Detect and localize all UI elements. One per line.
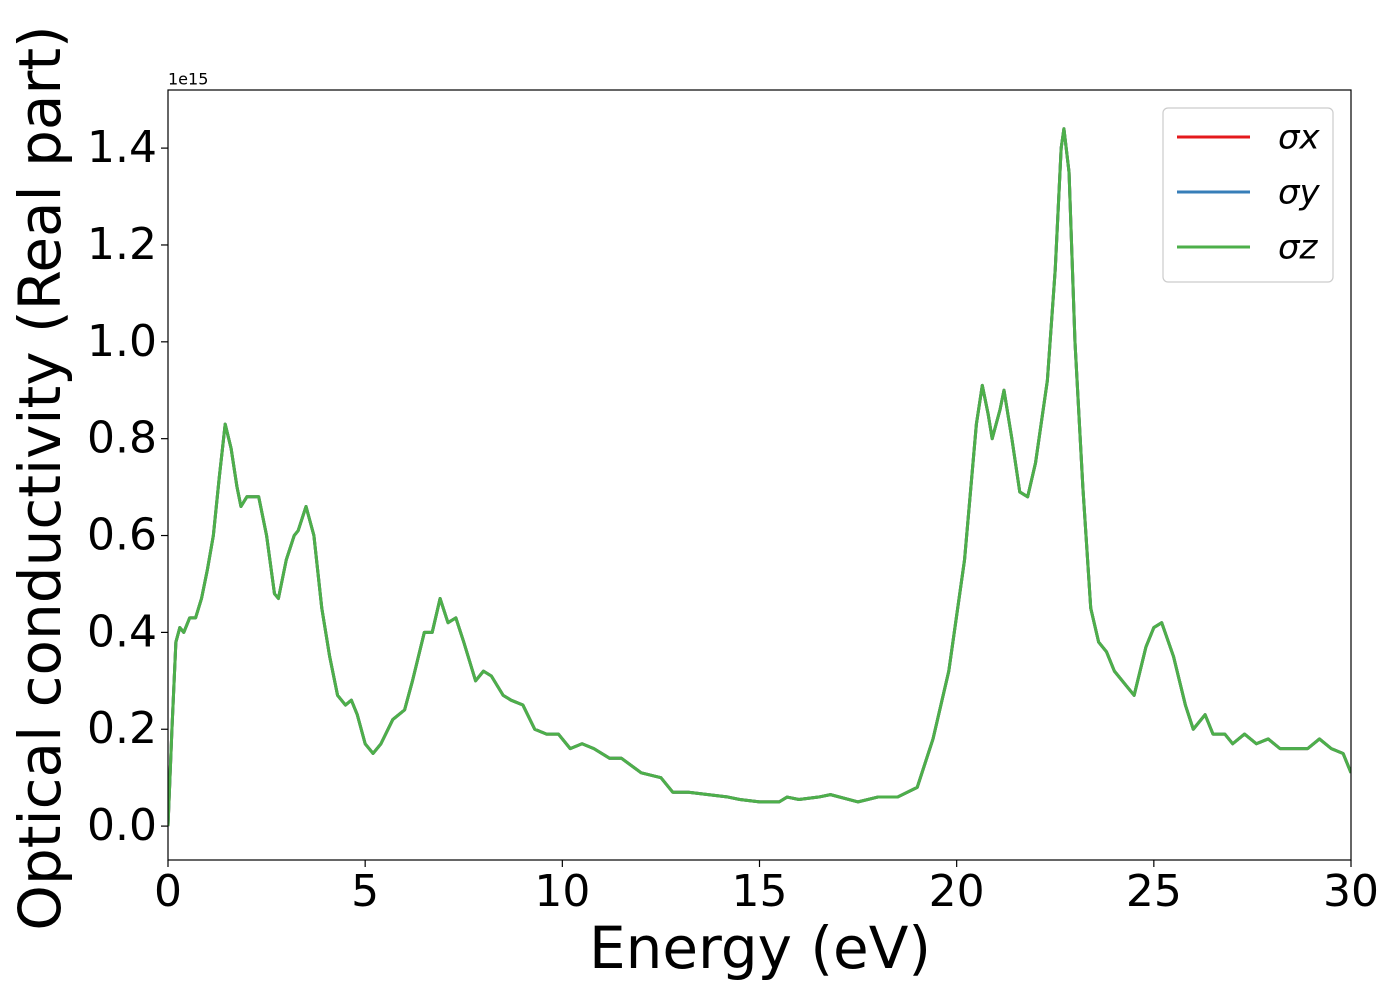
y-tick-label: 1.0: [87, 316, 157, 367]
y-tick-label: 0.0: [87, 800, 157, 851]
x-tick-label: 25: [1126, 866, 1182, 917]
y-tick-label: 0.8: [87, 413, 157, 464]
x-tick-label: 5: [351, 866, 379, 917]
legend-box: [1162, 107, 1334, 283]
x-axis-label: Energy (eV): [589, 914, 931, 982]
x-tick-label: 20: [929, 866, 985, 917]
y-tick-label: 0.4: [87, 606, 157, 657]
x-tick-label: 10: [534, 866, 590, 917]
y-axis-label: Optical conductivity (Real part): [6, 25, 74, 930]
y-tick-label: 0.6: [87, 510, 157, 561]
line-series: [168, 127, 1351, 827]
x-tick-label: 30: [1323, 866, 1379, 917]
legend-label: σx: [1278, 118, 1321, 158]
legend-label: σy: [1278, 173, 1321, 213]
x-tick-label: 0: [154, 866, 182, 917]
y-tick-label: 0.2: [87, 703, 157, 754]
y-tick-label: 1.2: [87, 219, 157, 270]
x-tick-label: 15: [732, 866, 788, 917]
legend-label: σz: [1278, 228, 1319, 268]
y-offset-label: 1e15: [168, 70, 208, 89]
y-tick-label: 1.4: [87, 122, 157, 173]
plot-frame: [167, 89, 1352, 861]
